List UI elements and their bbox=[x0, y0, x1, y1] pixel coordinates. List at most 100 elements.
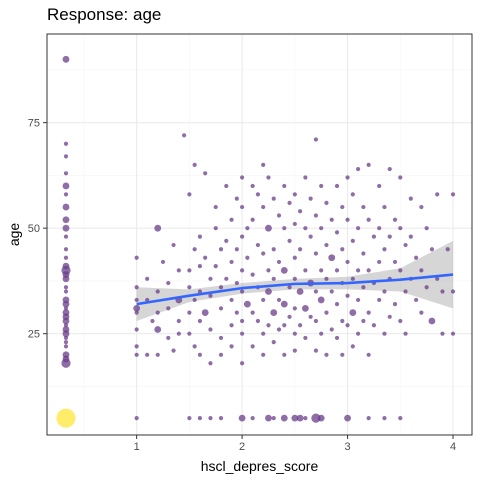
data-point bbox=[280, 300, 288, 308]
data-point bbox=[208, 293, 213, 298]
data-point bbox=[356, 331, 361, 336]
data-point bbox=[229, 259, 234, 265]
data-point bbox=[271, 247, 276, 252]
data-point bbox=[62, 203, 70, 211]
data-point bbox=[356, 226, 361, 231]
data-point bbox=[313, 289, 319, 294]
data-point bbox=[208, 361, 213, 366]
data-point bbox=[62, 275, 70, 283]
data-point bbox=[291, 414, 299, 422]
data-point bbox=[408, 234, 413, 239]
y-axis-ticks: 25 50 75 bbox=[28, 118, 47, 341]
data-point bbox=[218, 306, 224, 311]
data-point bbox=[134, 255, 139, 260]
data-point bbox=[287, 200, 292, 205]
data-point bbox=[403, 242, 408, 248]
data-point bbox=[377, 259, 382, 265]
data-point bbox=[313, 348, 319, 353]
data-point bbox=[218, 247, 224, 252]
data-point bbox=[63, 247, 69, 252]
confidence-band bbox=[136, 240, 454, 322]
data-point bbox=[440, 289, 445, 294]
data-point bbox=[366, 268, 371, 273]
data-point bbox=[382, 331, 387, 336]
data-point bbox=[250, 416, 255, 421]
data-point bbox=[62, 330, 70, 338]
y-tick-label: 25 bbox=[28, 329, 40, 341]
data-point bbox=[313, 318, 319, 324]
data-point bbox=[387, 234, 392, 239]
data-point bbox=[239, 318, 245, 324]
data-point bbox=[350, 276, 355, 281]
data-point bbox=[213, 264, 218, 269]
data-point bbox=[192, 344, 197, 349]
data-point bbox=[424, 226, 429, 231]
data-point bbox=[187, 331, 192, 336]
data-point bbox=[287, 314, 292, 319]
data-point bbox=[266, 268, 271, 273]
x-axis-title: hscl_depres_score bbox=[201, 458, 319, 474]
data-point bbox=[134, 327, 139, 332]
data-point bbox=[287, 238, 292, 243]
data-point bbox=[192, 297, 197, 303]
data-point bbox=[350, 238, 355, 243]
data-point bbox=[340, 318, 345, 324]
data-point bbox=[266, 175, 271, 180]
data-point bbox=[155, 352, 160, 357]
data-point bbox=[176, 331, 181, 336]
data-point bbox=[61, 358, 71, 368]
data-point bbox=[62, 216, 70, 224]
data-point bbox=[340, 247, 345, 252]
data-point bbox=[398, 318, 403, 324]
data-point bbox=[329, 327, 334, 332]
data-point bbox=[287, 285, 292, 290]
data-point bbox=[382, 247, 387, 252]
data-point bbox=[303, 175, 308, 180]
data-point bbox=[63, 335, 69, 341]
data-point bbox=[313, 251, 319, 256]
data-point bbox=[419, 268, 424, 273]
data-point bbox=[250, 272, 255, 277]
data-point bbox=[361, 285, 366, 290]
data-point bbox=[166, 306, 171, 311]
data-point bbox=[234, 196, 239, 201]
data-point bbox=[250, 310, 255, 315]
data-point bbox=[218, 335, 224, 341]
data-point bbox=[229, 344, 234, 349]
data-point bbox=[428, 317, 436, 325]
data-point bbox=[344, 414, 351, 422]
data-point bbox=[192, 247, 197, 252]
data-point bbox=[334, 230, 340, 235]
data-point bbox=[238, 414, 246, 422]
x-tick-label: 1 bbox=[134, 441, 140, 453]
data-point bbox=[419, 310, 424, 315]
data-point bbox=[187, 285, 192, 290]
data-point bbox=[62, 300, 70, 308]
data-point bbox=[239, 204, 245, 210]
data-point bbox=[292, 348, 297, 353]
data-point bbox=[292, 331, 297, 336]
data-point bbox=[261, 251, 266, 256]
x-tick-label: 4 bbox=[450, 441, 456, 453]
data-point bbox=[239, 268, 245, 273]
data-point bbox=[224, 276, 229, 281]
data-point bbox=[424, 285, 429, 290]
data-point bbox=[134, 352, 139, 357]
smooth-line bbox=[136, 273, 454, 306]
data-point bbox=[345, 293, 350, 298]
data-point bbox=[255, 318, 261, 324]
confidence-band-area bbox=[136, 240, 454, 322]
data-point bbox=[280, 414, 288, 422]
data-point bbox=[317, 296, 325, 304]
data-point bbox=[63, 285, 69, 290]
data-point bbox=[403, 331, 408, 336]
data-point bbox=[387, 166, 392, 172]
data-point bbox=[301, 304, 309, 312]
data-point bbox=[134, 310, 139, 315]
data-point bbox=[340, 204, 345, 210]
data-point bbox=[296, 288, 304, 295]
data-point bbox=[328, 254, 336, 262]
data-point bbox=[276, 327, 282, 332]
data-point bbox=[155, 289, 160, 294]
data-point bbox=[366, 217, 371, 222]
